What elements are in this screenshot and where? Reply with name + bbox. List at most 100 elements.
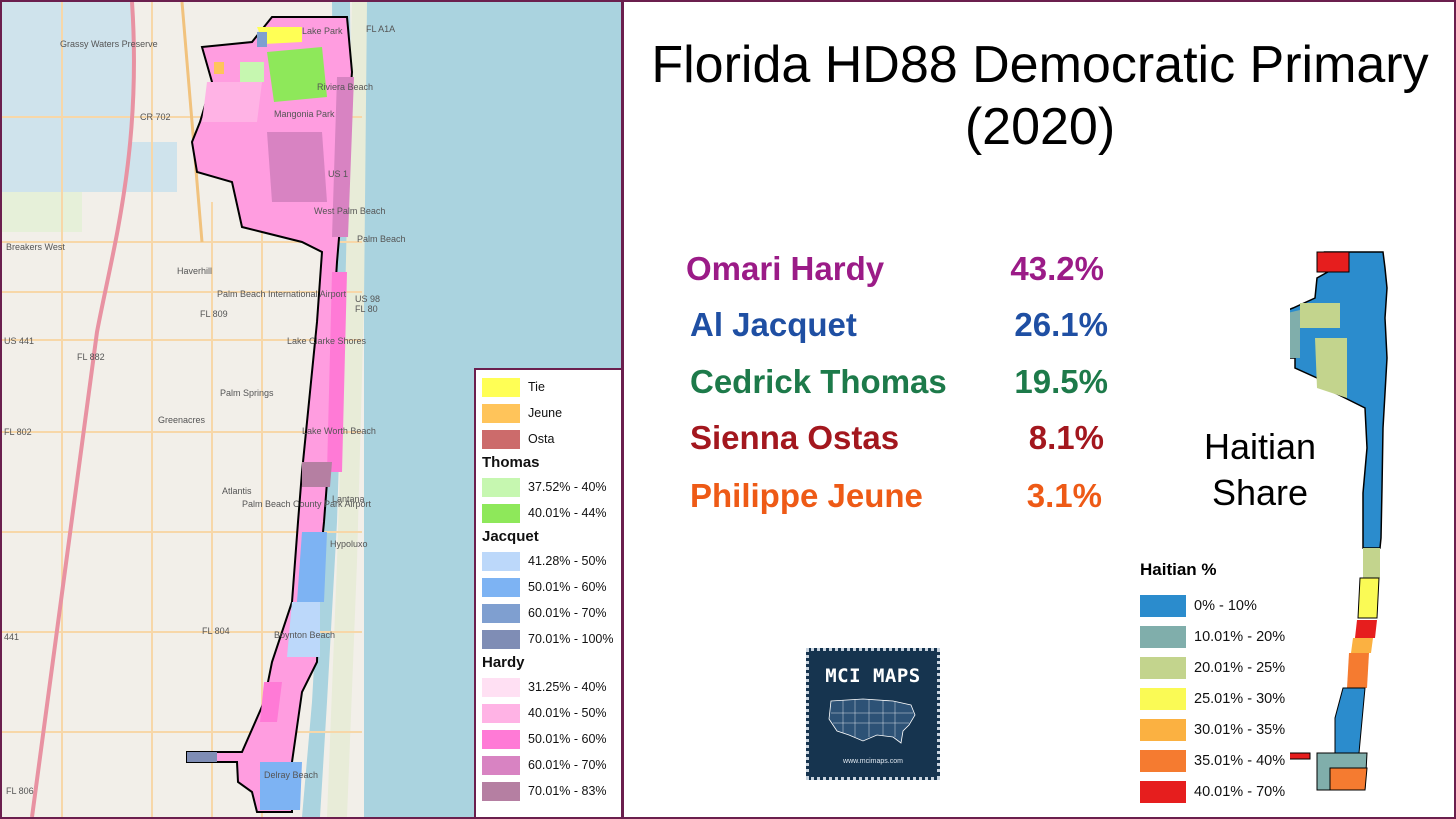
legend-item: 41.28% - 50%	[482, 548, 618, 574]
legend-item: 60.01% - 70%	[482, 600, 618, 626]
precinct-hardy-high	[302, 462, 332, 487]
candidate-name: Philippe Jeune	[690, 477, 923, 514]
haitian-precinct-20-25	[1300, 303, 1340, 328]
road-label: US 1	[328, 169, 348, 179]
candidate-pct: 8.1%	[1028, 419, 1104, 456]
label-pbi-airport: Palm Beach International Airport	[217, 289, 347, 299]
legend-label: 0% - 10%	[1194, 597, 1257, 614]
legend-label: 70.01% - 83%	[528, 784, 607, 798]
legend-swatch	[482, 429, 520, 449]
haitian-precinct-south-high	[1355, 620, 1377, 638]
label-delray-beach: Delray Beach	[264, 770, 318, 780]
precinct-thomas-low	[240, 62, 264, 82]
candidate-name: Sienna Ostas	[690, 419, 900, 456]
legend-swatch	[482, 577, 520, 597]
label-riviera-beach: Riviera Beach	[317, 82, 373, 92]
haitian-precinct-30-35	[1351, 638, 1373, 653]
result-row: Omari Hardy 43.2%	[686, 250, 1126, 300]
result-row: Philippe Jeune 3.1%	[690, 477, 1130, 527]
label-palm-springs: Palm Springs	[220, 388, 274, 398]
label-lake-clarke-shores: Lake Clarke Shores	[287, 336, 367, 346]
haitian-legend: Haitian % 0% - 10% 10.01% - 20% 20.01% -…	[1140, 560, 1340, 807]
legend-label: 40.01% - 44%	[528, 506, 607, 520]
candidate-pct: 43.2%	[1010, 250, 1104, 287]
road-label: FL 806	[6, 786, 34, 796]
candidate-name: Omari Hardy	[686, 250, 885, 287]
legend-item: 70.01% - 100%	[482, 626, 618, 652]
haitian-precinct-35-40	[1347, 653, 1369, 688]
haitian-precinct-20-25b	[1315, 338, 1347, 398]
label-grassy-waters: Grassy Waters Preserve	[60, 39, 158, 49]
legend-label: 50.01% - 60%	[528, 732, 607, 746]
mci-maps-logo: MCI MAPS www.mcimaps.com	[806, 648, 940, 780]
legend-swatch	[482, 781, 520, 801]
road-label: CR 702	[140, 112, 171, 122]
legend-item: 40.01% - 50%	[482, 700, 618, 726]
usa-map-icon	[828, 698, 916, 744]
interstate-95	[30, 2, 136, 817]
road-label: FL A1A	[366, 24, 395, 34]
legend-swatch	[482, 503, 520, 523]
legend-label: 30.01% - 35%	[1194, 721, 1286, 738]
legend-label: 35.01% - 40%	[1194, 752, 1286, 769]
legend-swatch	[1140, 656, 1186, 679]
precinct-jeune	[214, 62, 224, 74]
legend-label: 10.01% - 20%	[1194, 628, 1286, 645]
wetland-grassy	[97, 142, 177, 192]
haitian-share-map[interactable]	[1290, 248, 1395, 793]
candidate-pct: 3.1%	[1026, 477, 1102, 514]
legend-item: 10.01% - 20%	[1140, 621, 1340, 652]
legend-item: 0% - 10%	[1140, 590, 1340, 621]
haitian-precinct-west-tail	[1290, 752, 1311, 760]
legend-item: Tie	[482, 374, 618, 400]
legend-label: Osta	[528, 432, 555, 446]
legend-group-title: Thomas	[482, 454, 540, 471]
logo-text: MCI MAPS	[825, 665, 921, 687]
road-label: FL 802	[4, 427, 32, 437]
road-label: FL 804	[202, 626, 230, 636]
legend-swatch	[482, 603, 520, 623]
label-atlantis: Atlantis	[222, 486, 252, 496]
legend-label: Tie	[528, 380, 545, 394]
label-boynton-beach: Boynton Beach	[274, 630, 335, 640]
precinct-jacquet-delray	[260, 762, 302, 810]
legend-item: 20.01% - 25%	[1140, 652, 1340, 683]
legend-swatch	[1140, 625, 1186, 648]
legend-item: 35.01% - 40%	[1140, 745, 1340, 776]
legend-label: 70.01% - 100%	[528, 632, 614, 646]
highway	[180, 2, 204, 243]
district-map[interactable]: Grassy Waters Preserve Lake Park Riviera…	[2, 2, 624, 817]
legend-item: 50.01% - 60%	[482, 726, 618, 752]
label-breakers-west: Breakers West	[6, 242, 65, 252]
road-label: US 98	[355, 294, 380, 304]
candidate-name: Al Jacquet	[690, 306, 857, 343]
legend-swatch	[482, 703, 520, 723]
haitian-share-title: Haitian Share	[1203, 426, 1317, 513]
precinct-jacquet-low	[287, 602, 320, 657]
road-label: FL 809	[200, 309, 228, 319]
legend-label: 40.01% - 50%	[528, 706, 607, 720]
road-label: FL 882	[77, 352, 105, 362]
legend-swatch	[482, 403, 520, 423]
precinct-jacquet-mid	[297, 532, 327, 602]
haitian-precinct-delray-high	[1329, 767, 1368, 791]
candidate-pct: 19.5%	[1014, 363, 1108, 400]
legend-swatch	[482, 755, 520, 775]
precinct-thomas-high	[267, 47, 327, 102]
legend-item: 25.01% - 30%	[1140, 683, 1340, 714]
legend-swatch	[482, 677, 520, 697]
barrier-island	[327, 2, 367, 817]
precinct-jacquet-north	[257, 32, 267, 47]
legend-swatch	[1140, 687, 1186, 710]
label-haverhill: Haverhill	[177, 266, 212, 276]
result-row: Cedrick Thomas 19.5%	[690, 363, 1130, 413]
legend-swatch	[482, 477, 520, 497]
label-lake-worth-beach: Lake Worth Beach	[302, 426, 376, 436]
logo-url: www.mcimaps.com	[843, 758, 903, 765]
legend-label: 25.01% - 30%	[1194, 690, 1286, 707]
wetland-strip	[2, 192, 82, 232]
map-legend: Tie Jeune Osta Thomas 37.52% - 40% 40.01…	[474, 368, 621, 817]
precinct-tie	[257, 27, 302, 44]
legend-swatch	[482, 551, 520, 571]
